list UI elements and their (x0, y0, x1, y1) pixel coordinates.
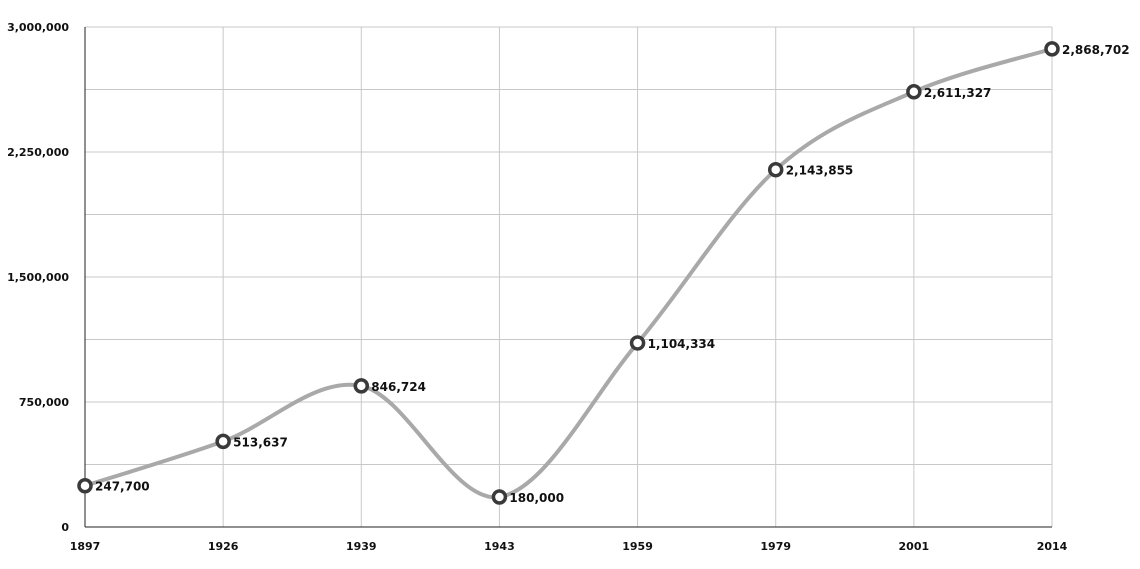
data-markers (77, 41, 1060, 505)
data-label: 247,700 (95, 480, 150, 494)
series-path (83, 46, 1054, 500)
data-label: 1,104,334 (648, 337, 716, 351)
axes (84, 27, 1052, 528)
x-tick-label: 1959 (622, 540, 653, 553)
data-label: 180,000 (509, 491, 564, 505)
data-label: 2,868,702 (1062, 43, 1130, 57)
data-label: 2,611,327 (924, 86, 992, 100)
x-tick-label: 2001 (899, 540, 930, 553)
data-label: 2,143,855 (786, 164, 854, 178)
y-tick-label: 2,250,000 (7, 146, 69, 159)
x-tick-label: 1979 (760, 540, 791, 553)
data-point (906, 84, 922, 100)
x-axis-ticks: 1897 1926 1939 1943 1959 1979 2001 2014 (70, 540, 1068, 553)
x-tick-label: 1897 (70, 540, 101, 553)
y-tick-label: 0 (61, 521, 69, 534)
data-point (491, 489, 508, 505)
x-tick-label: 2014 (1037, 540, 1068, 553)
data-point (767, 161, 784, 178)
x-tick-label: 1943 (484, 540, 515, 553)
data-label: 846,724 (371, 380, 426, 394)
y-tick-label: 750,000 (19, 396, 69, 409)
x-tick-label: 1939 (346, 540, 377, 553)
y-axis-ticks: 0 750,000 1,500,000 2,250,000 3,000,000 (7, 21, 69, 534)
y-tick-label: 1,500,000 (7, 271, 69, 284)
y-tick-label: 3,000,000 (7, 21, 69, 34)
data-point (353, 378, 370, 394)
series-line (83, 46, 1054, 500)
data-point (215, 433, 231, 450)
data-point (629, 335, 646, 351)
data-point (1044, 41, 1060, 57)
x-tick-label: 1926 (208, 540, 239, 553)
data-label: 513,637 (233, 435, 288, 449)
data-point (77, 477, 93, 494)
data-labels: 247,700 513,637 846,724 180,000 1,104,334 2,1… (95, 43, 1130, 505)
grid (85, 26, 1053, 527)
